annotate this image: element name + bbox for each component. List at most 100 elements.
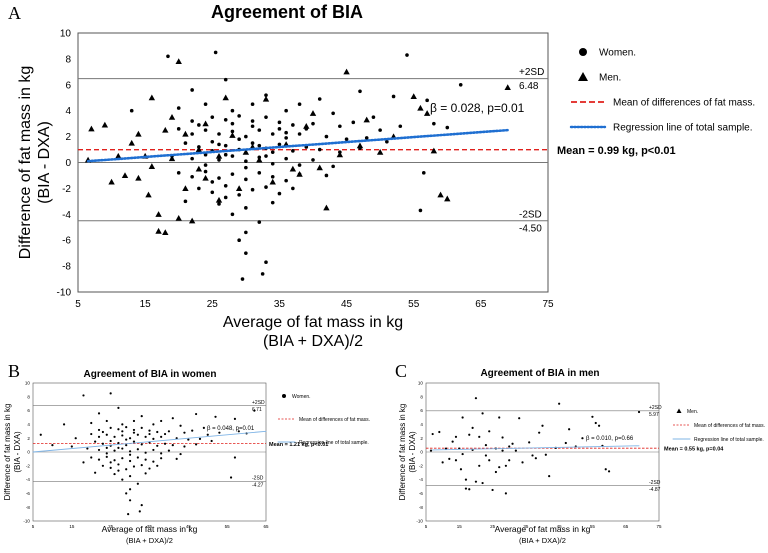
y-tick-label: -6 [26, 491, 30, 496]
lower-loa-value: -4.27 [252, 483, 264, 489]
data-point-women [418, 208, 423, 213]
chart-panel-c: Agreement of BIA in men 5 15 25 35 45 55 65 75 -1… [398, 368, 765, 545]
y-tick-label: 10 [25, 381, 31, 386]
data-point-women [210, 115, 215, 119]
data-point-women [270, 132, 275, 136]
y-tick-label: -8 [62, 262, 71, 273]
data-point-women [105, 455, 108, 458]
x-axis-label: Average of fat mass in kg [102, 524, 198, 534]
data-point-women [230, 129, 235, 134]
data-point-women [250, 187, 255, 192]
data-point-women [140, 443, 143, 446]
data-point-men [155, 227, 162, 234]
y-tick-label: 10 [418, 381, 424, 386]
data-point-men [242, 148, 250, 155]
data-point-women [237, 238, 241, 242]
data-point-women [264, 115, 268, 119]
regression-line [432, 445, 640, 451]
upper-loa-label: +2SD [252, 400, 265, 406]
data-point-men [484, 444, 488, 447]
regression-line [32, 430, 267, 453]
data-point-men [343, 68, 350, 75]
data-point-women [223, 77, 228, 82]
data-point-women [183, 141, 188, 145]
y-tick-label: 2 [420, 436, 423, 441]
data-point-men [637, 410, 641, 414]
y-tick-label: 6 [65, 80, 71, 91]
data-point-women [113, 459, 116, 462]
y-tick-label: 6 [27, 408, 30, 413]
lower-loa-label: -2SD [649, 480, 661, 486]
data-point-women [197, 123, 201, 127]
data-point-men [429, 449, 433, 452]
mean-annotation: Mean = 0.55 kg, p=0.04 [664, 446, 724, 452]
data-point-women [175, 457, 178, 460]
data-point-women [311, 121, 315, 126]
regression-line [86, 128, 510, 163]
data-point-men [356, 142, 364, 149]
data-point-women [148, 467, 151, 470]
data-point-men [448, 457, 451, 460]
data-point-women [223, 184, 228, 188]
y-tick-label: -10 [416, 519, 423, 524]
data-point-women [109, 461, 112, 464]
data-point-men [289, 165, 297, 172]
data-point-men [316, 164, 323, 171]
data-point-women [97, 428, 101, 432]
chart-title: Agreement of BIA [211, 2, 363, 22]
data-point-women [398, 124, 403, 129]
data-point-men [581, 437, 584, 440]
data-point-women [240, 277, 245, 281]
data-point-men [488, 430, 491, 433]
data-point-women [230, 212, 235, 217]
data-point-women [109, 392, 112, 395]
data-point-women [125, 492, 128, 495]
data-point-women [109, 439, 112, 443]
data-point-men [541, 424, 544, 427]
data-point-men [168, 155, 176, 162]
data-point-women [324, 173, 329, 178]
lower-loa-value: -4.87 [649, 487, 661, 493]
data-point-women [187, 438, 190, 441]
legend-marker-men [676, 408, 682, 413]
data-point-women [297, 102, 302, 107]
data-point-women [277, 127, 282, 131]
data-point-women [105, 433, 108, 436]
x-tick-label: 75 [542, 299, 554, 310]
data-point-men [195, 165, 203, 172]
y-tick-label: -8 [419, 505, 423, 510]
data-point-women [351, 120, 356, 125]
x-tick-label: 45 [557, 524, 563, 529]
data-point-men [504, 464, 507, 467]
data-point-women [128, 499, 132, 502]
data-point-women [233, 417, 237, 420]
data-point-women [97, 448, 101, 452]
y-tick-label: 8 [65, 54, 71, 65]
data-point-women [171, 417, 174, 420]
data-point-women [217, 202, 221, 206]
data-point-women [445, 125, 450, 130]
data-point-men [121, 172, 129, 179]
data-point-men [215, 152, 223, 159]
x-tick-label: 75 [656, 524, 662, 529]
data-point-women [152, 448, 155, 452]
data-point-women [264, 154, 268, 158]
data-point-men [544, 453, 547, 456]
data-point-men [229, 132, 236, 138]
legend-label: Men. [687, 409, 698, 415]
data-point-women [264, 93, 268, 97]
data-point-women [167, 449, 171, 452]
data-point-women [136, 482, 139, 485]
y-tick-label: -4 [419, 477, 423, 482]
data-point-men [451, 440, 454, 443]
data-point-men [145, 191, 152, 198]
legend-label: Regression line of total sample. [299, 440, 369, 446]
data-point-men [182, 185, 189, 191]
data-point-men [417, 104, 424, 111]
data-point-women [233, 456, 237, 459]
data-point-women [148, 429, 151, 432]
data-point-women [138, 510, 141, 513]
data-point-women [97, 412, 101, 415]
data-point-men [296, 170, 303, 177]
beta-annotation: β = 0.048, p=0.01 [207, 426, 255, 432]
